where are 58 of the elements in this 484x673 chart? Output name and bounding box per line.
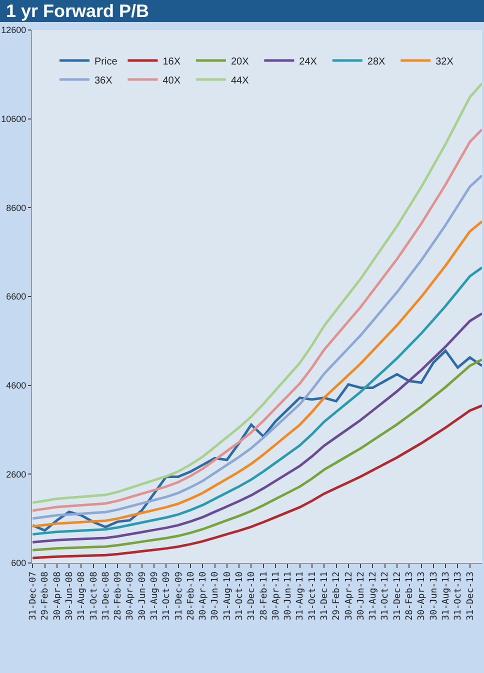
x-tick-label: 31-Aug-11	[296, 572, 306, 620]
x-tick-label: 28-Feb-09	[114, 572, 124, 620]
legend-label: 28X	[367, 56, 386, 68]
x-tick-label: 31-Dec-11	[320, 572, 330, 620]
x-tick-label: 31-Dec-07	[28, 572, 39, 620]
y-tick-label: 600	[11, 558, 26, 568]
y-tick-label: 4600	[6, 380, 26, 390]
x-tick-label: 30-Apr-11	[271, 572, 282, 620]
x-tick-label: 30-Apr-08	[52, 572, 63, 620]
x-tick-label: 28-Feb-13	[405, 572, 416, 620]
x-tick-label: 31-Aug-12	[368, 572, 379, 620]
y-tick-label: 10600	[1, 114, 26, 124]
x-tick-label: 31-Aug-13	[441, 572, 452, 620]
y-tick-label: 2600	[6, 469, 26, 480]
x-tick-label: 31-Dec-12	[392, 572, 403, 620]
x-tick-label: 30-Apr-13	[417, 572, 428, 620]
legend-label: 32X	[436, 56, 454, 68]
x-tick-label: 28-Feb-10	[186, 572, 196, 620]
x-tick-label: 31-Aug-10	[222, 572, 233, 620]
line-series	[32, 404, 482, 560]
legend-label: 40X	[162, 75, 181, 86]
x-tick-label: 31-Oct-09	[162, 572, 172, 620]
legend-label: 36X	[94, 75, 113, 86]
x-tick-label: 30-Apr-10	[198, 572, 209, 620]
legend-label: Price	[94, 56, 118, 68]
x-tick-label: 29-Feb-08	[40, 572, 51, 620]
line-series	[32, 266, 482, 536]
y-tick-label: 6600	[6, 292, 26, 302]
x-tick-label: 31-Aug-09	[150, 572, 160, 620]
x-tick-label: 31-Dec-09	[174, 572, 184, 620]
x-tick-label: 30-Apr-12	[344, 572, 354, 620]
x-tick-label: 30-Jun-08	[64, 572, 75, 620]
x-tick-label: 30-Jun-10	[210, 572, 221, 620]
x-tick-label: 31-Oct-08	[89, 572, 100, 620]
y-tick-label: 12600	[1, 25, 26, 36]
y-tick-label: 8600	[6, 202, 26, 213]
x-tick-label: 31-Oct-11	[308, 572, 318, 620]
x-tick-label: 31-Oct-13	[454, 572, 464, 620]
x-tick-label: 30-Jun-12	[356, 572, 366, 620]
line-series	[32, 220, 482, 528]
line-series	[32, 312, 482, 544]
x-tick-label: 31-Aug-08	[77, 572, 88, 620]
x-tick-label: 31-Dec-13	[466, 572, 476, 620]
legend-label: 16X	[162, 56, 181, 68]
x-tick-label: 30-Jun-09	[138, 572, 148, 620]
x-tick-label: 29-Feb-12	[332, 572, 342, 620]
x-tick-label: 30-Jun-13	[429, 572, 440, 620]
x-tick-label: 31-Dec-08	[101, 572, 112, 620]
x-tick-label: 31-Dec-10	[247, 572, 258, 620]
x-tick-label: 31-Oct-12	[380, 572, 391, 620]
legend-label: 24X	[299, 56, 318, 68]
x-tick-label: 31-Oct-10	[235, 572, 246, 620]
x-tick-label: 28-Feb-11	[259, 572, 270, 620]
legend-label: 20X	[230, 56, 250, 68]
legend-label: 44X	[230, 75, 250, 86]
chart-title: 1 yr Forward P/B	[0, 0, 484, 22]
x-tick-label: 30-Jun-11	[284, 572, 294, 620]
x-tick-label: 30-Apr-09	[126, 572, 136, 620]
